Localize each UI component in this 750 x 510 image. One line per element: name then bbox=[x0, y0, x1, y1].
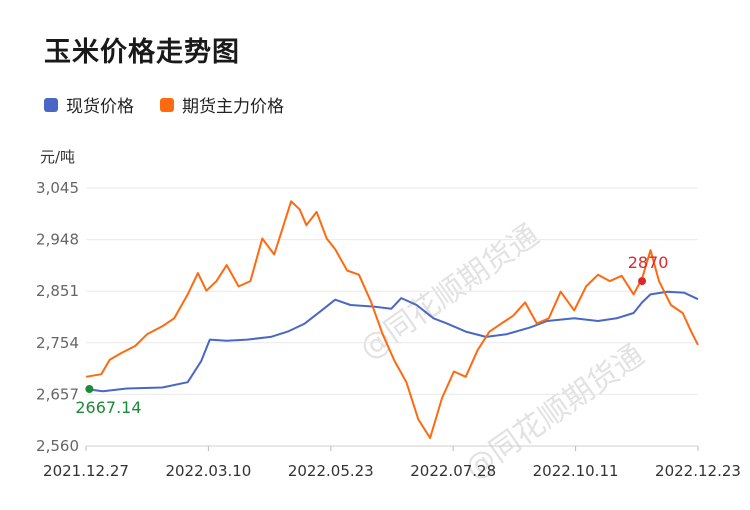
annotation-label: 2870 bbox=[628, 253, 669, 272]
series-line-spot bbox=[85, 290, 699, 393]
legend-item-spot[interactable]: 现货价格 bbox=[44, 92, 134, 117]
x-tick-label: 2022.10.11 bbox=[533, 462, 619, 480]
y-tick-label: 2,657 bbox=[36, 385, 79, 403]
x-tick-label: 2021.12.27 bbox=[43, 462, 129, 480]
series-line-futures bbox=[85, 200, 699, 439]
annotation-marker bbox=[85, 385, 94, 394]
legend-item-futures[interactable]: 期货主力价格 bbox=[160, 92, 284, 117]
x-tick-label: 2022.05.23 bbox=[288, 462, 374, 480]
legend-label-futures: 期货主力价格 bbox=[182, 97, 284, 117]
y-tick-label: 2,851 bbox=[36, 282, 79, 300]
annotation-marker bbox=[638, 277, 647, 286]
y-tick-label: 2,948 bbox=[36, 231, 79, 249]
legend-swatch-spot bbox=[44, 97, 58, 112]
chart-title: 玉米价格走势图 bbox=[44, 37, 240, 68]
y-tick-label: 2,560 bbox=[36, 437, 79, 455]
y-tick-label: 3,045 bbox=[36, 179, 79, 197]
legend-label-spot: 现货价格 bbox=[66, 97, 134, 117]
x-tick-label: 2022.12.23 bbox=[655, 462, 741, 480]
x-tick-label: 2022.07.28 bbox=[410, 462, 496, 480]
legend: 现货价格 期货主力价格 bbox=[44, 92, 310, 117]
y-axis-unit: 元/吨 bbox=[40, 148, 76, 166]
y-tick-label: 2,754 bbox=[36, 334, 79, 352]
annotation-label: 2667.14 bbox=[75, 398, 141, 417]
x-tick-label: 2022.03.10 bbox=[165, 462, 251, 480]
legend-swatch-futures bbox=[160, 97, 174, 112]
